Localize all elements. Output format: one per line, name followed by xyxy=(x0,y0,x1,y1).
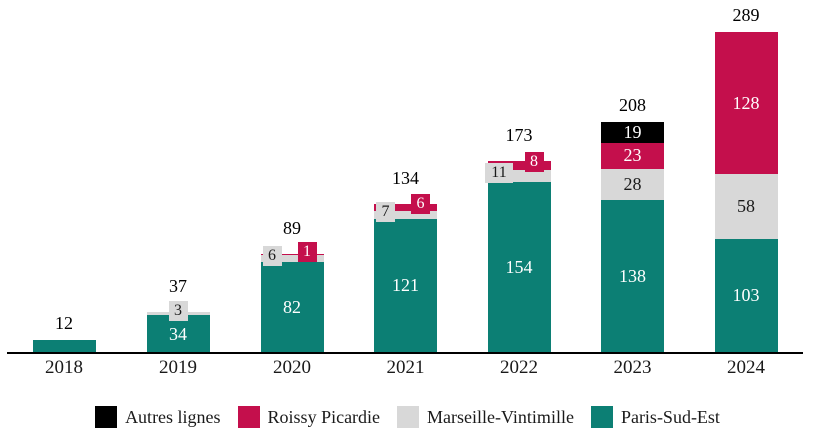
callout-label-marseille-vintimille: 11 xyxy=(485,162,513,183)
bar-segment-roissy-picardie xyxy=(487,160,551,170)
legend-label: Autres lignes xyxy=(125,406,221,427)
x-axis-label-2019: 2019 xyxy=(159,357,197,378)
x-axis-label-2018: 2018 xyxy=(45,357,83,378)
callout-label-roissy-picardie: 6 xyxy=(411,194,430,215)
bar-segment-marseille-vintimille xyxy=(260,255,324,262)
legend-label: Marseille-Vintimille xyxy=(427,406,574,427)
bar-segment-paris-sud-est xyxy=(601,199,664,353)
bar-total-label: 37 xyxy=(169,275,187,296)
bar-total-label: 173 xyxy=(505,124,533,145)
callout-label-roissy-picardie: 8 xyxy=(524,152,544,173)
bar-segment-roissy-picardie xyxy=(374,204,437,211)
x-axis-label-2021: 2021 xyxy=(386,357,425,378)
bar-segment-roissy-picardie xyxy=(714,32,778,175)
bar-segment-paris-sud-est xyxy=(32,339,96,353)
legend-label: Paris-Sud-Est xyxy=(620,406,720,427)
bar-total-label: 12 xyxy=(55,312,73,333)
legend-label: Roissy Picardie xyxy=(267,406,381,427)
bar-total-label: 134 xyxy=(392,168,419,189)
callout-label-marseille-vintimille: 3 xyxy=(168,300,188,321)
bar-segment-marseille-vintimille xyxy=(714,174,778,239)
legend-item-marseille-vintimille: Marseille-Vintimille xyxy=(397,406,574,428)
legend-item-autres-lignes: Autres lignes xyxy=(95,406,221,428)
bar-segment-paris-sud-est xyxy=(146,315,210,353)
bar-segment-autres-lignes xyxy=(601,121,664,144)
bar-segment-paris-sud-est xyxy=(714,238,778,353)
bar-segment-marseille-vintimille xyxy=(374,210,437,219)
x-axis-label-2022: 2022 xyxy=(500,357,538,378)
bar-segment-paris-sud-est xyxy=(260,261,324,353)
legend-item-paris-sud-est: Paris-Sud-Est xyxy=(590,406,720,428)
bar-total-label: 208 xyxy=(619,94,646,115)
legend-swatch-autres-lignes-icon xyxy=(95,406,118,428)
callout-label-marseille-vintimille: 6 xyxy=(262,245,282,266)
legend: Autres lignes Roissy Picardie Marseille-Vi… xyxy=(0,406,815,428)
x-axis-label-2024: 2024 xyxy=(727,357,765,378)
legend-swatch-roissy-picardie-icon xyxy=(237,406,260,428)
legend-item-roissy-picardie: Roissy Picardie xyxy=(237,406,381,428)
bar-total-label: 89 xyxy=(283,218,301,239)
bar-total-label: 289 xyxy=(732,5,760,25)
bar-segment-roissy-picardie xyxy=(601,143,664,169)
x-axis-label-2023: 2023 xyxy=(613,357,652,378)
legend-swatch-paris-sud-est-icon xyxy=(590,406,613,428)
bar-segment-marseille-vintimille xyxy=(601,168,664,200)
bar-segment-paris-sud-est xyxy=(374,218,437,353)
x-axis-label-2020: 2020 xyxy=(273,357,311,378)
bar-segment-paris-sud-est xyxy=(487,181,551,353)
x-axis-line xyxy=(7,352,803,354)
legend-swatch-marseille-vintimille-icon xyxy=(397,406,420,428)
bar-segment-roissy-picardie xyxy=(260,254,324,256)
callout-label-marseille-vintimille: 7 xyxy=(376,201,395,222)
callout-label-roissy-picardie: 1 xyxy=(297,241,317,262)
